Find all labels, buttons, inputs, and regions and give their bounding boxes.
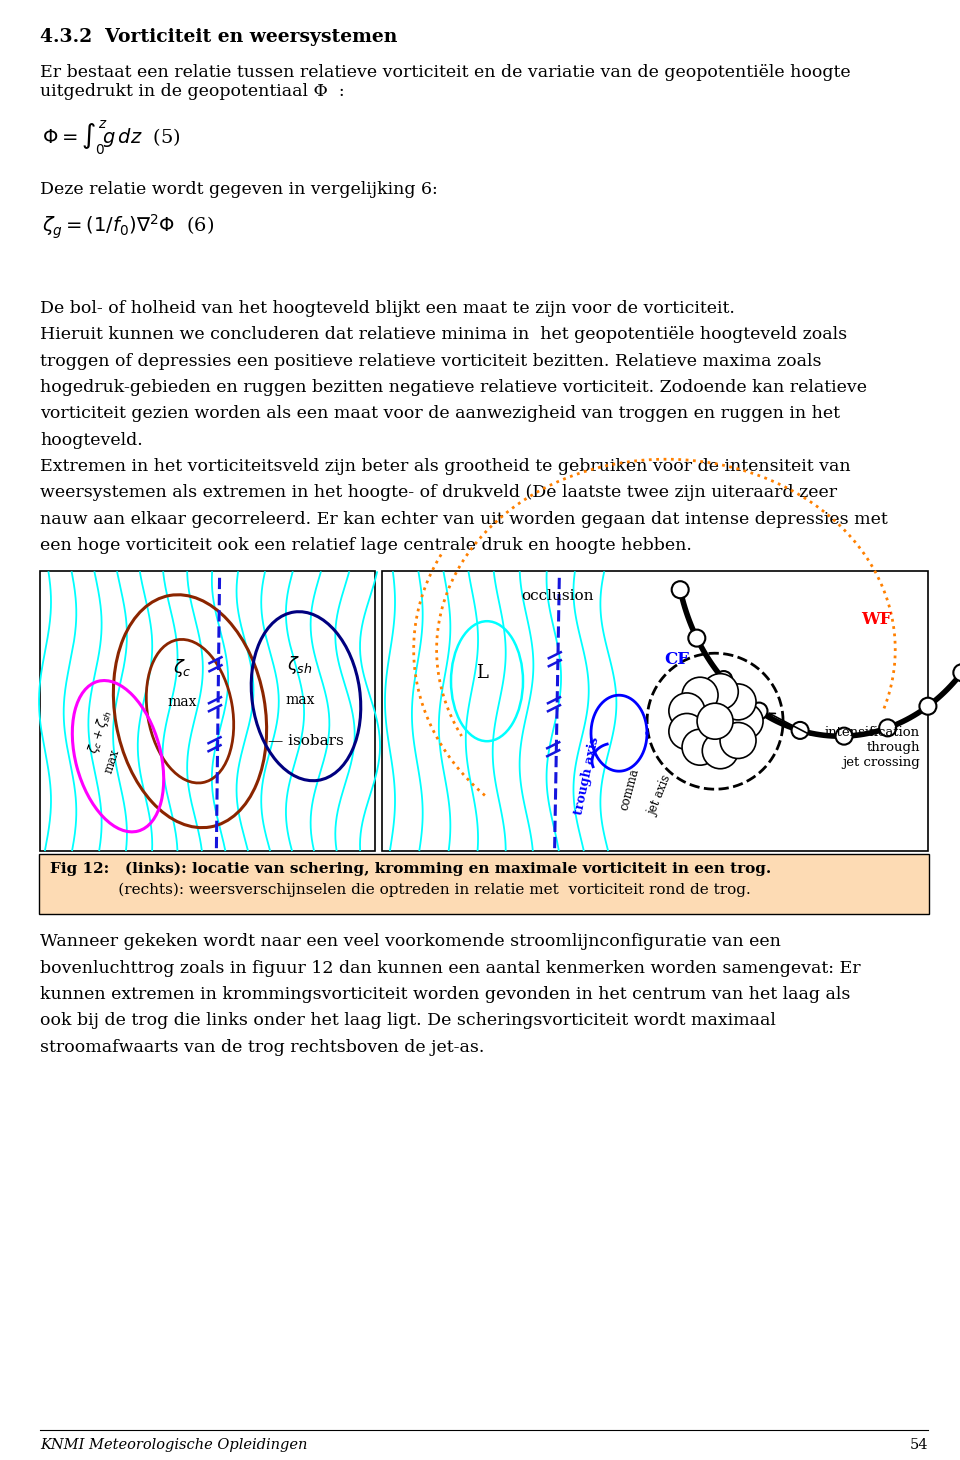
Circle shape xyxy=(727,704,763,739)
Text: $\zeta_c + \zeta_{sh}$: $\zeta_c + \zeta_{sh}$ xyxy=(84,707,115,755)
Circle shape xyxy=(792,721,808,739)
Circle shape xyxy=(703,673,738,710)
Text: een hoge vorticiteit ook een relatief lage centrale druk en hoogte hebben.: een hoge vorticiteit ook een relatief la… xyxy=(40,537,692,553)
Text: $\zeta_g = (1/ f_0)\nabla^2\Phi$  (6): $\zeta_g = (1/ f_0)\nabla^2\Phi$ (6) xyxy=(42,212,214,241)
Text: max: max xyxy=(167,695,197,710)
Text: Wanneer gekeken wordt naar een veel voorkomende stroomlijnconfiguratie van een: Wanneer gekeken wordt naar een veel voor… xyxy=(40,933,780,950)
Text: KNMI Meteorologische Opleidingen: KNMI Meteorologische Opleidingen xyxy=(40,1438,307,1453)
Circle shape xyxy=(720,683,756,720)
Text: De bol- of holheid van het hoogteveld blijkt een maat te zijn voor de vorticitei: De bol- of holheid van het hoogteveld bl… xyxy=(40,299,734,317)
Text: comma: comma xyxy=(618,766,642,812)
Text: kunnen extremen in krommingsvorticiteit worden gevonden in het centrum van het l: kunnen extremen in krommingsvorticiteit … xyxy=(40,986,851,1003)
Circle shape xyxy=(697,704,733,739)
Circle shape xyxy=(953,664,960,682)
Text: troggen of depressies een positieve relatieve vorticiteit bezitten. Relatieve ma: troggen of depressies een positieve rela… xyxy=(40,353,822,369)
Circle shape xyxy=(682,677,718,714)
Text: — isobars: — isobars xyxy=(268,734,344,748)
Text: ook bij de trog die links onder het laag ligt. De scheringsvorticiteit wordt max: ook bij de trog die links onder het laag… xyxy=(40,1012,776,1029)
Circle shape xyxy=(669,694,705,729)
Text: CF: CF xyxy=(664,651,689,669)
Bar xyxy=(40,571,375,851)
Text: stroomafwaarts van de trog rechtsboven de jet-as.: stroomafwaarts van de trog rechtsboven d… xyxy=(40,1038,485,1056)
Text: Deze relatie wordt gegeven in vergelijking 6:: Deze relatie wordt gegeven in vergelijki… xyxy=(40,181,438,199)
Text: hogedruk-gebieden en ruggen bezitten negatieve relatieve vorticiteit. Zodoende k: hogedruk-gebieden en ruggen bezitten neg… xyxy=(40,380,867,396)
Circle shape xyxy=(672,581,688,599)
Text: jet axis: jet axis xyxy=(646,774,674,818)
Text: intensification
through
jet crossing: intensification through jet crossing xyxy=(825,726,920,769)
Text: weersystemen als extremen in het hoogte- of drukveld (De laatste twee zijn uiter: weersystemen als extremen in het hoogte-… xyxy=(40,485,837,501)
Text: 4.3.2  Vorticiteit en weersystemen: 4.3.2 Vorticiteit en weersystemen xyxy=(40,28,397,47)
Circle shape xyxy=(720,723,756,759)
Text: $\zeta_c$: $\zeta_c$ xyxy=(173,657,191,679)
FancyBboxPatch shape xyxy=(39,854,929,914)
Text: bovenluchttrog zoals in figuur 12 dan kunnen een aantal kenmerken worden samenge: bovenluchttrog zoals in figuur 12 dan ku… xyxy=(40,959,860,977)
Text: Extremen in het vorticiteitsveld zijn beter als grootheid te gebruiken voor de i: Extremen in het vorticiteitsveld zijn be… xyxy=(40,458,851,474)
Text: occlusion: occlusion xyxy=(520,590,593,603)
Circle shape xyxy=(715,672,732,688)
Text: Er bestaat een relatie tussen relatieve vorticiteit en de variatie van de geopot: Er bestaat een relatie tussen relatieve … xyxy=(40,64,851,80)
Text: uitgedrukt in de geopotentiaal Φ  :: uitgedrukt in de geopotentiaal Φ : xyxy=(40,83,345,101)
Text: hoogteveld.: hoogteveld. xyxy=(40,432,143,448)
Circle shape xyxy=(835,727,852,745)
Text: $\Phi = \int_0^z\!g\,dz$  (5): $\Phi = \int_0^z\!g\,dz$ (5) xyxy=(42,118,180,156)
Text: vorticiteit gezien worden als een maat voor de aanwezigheid van troggen en rugge: vorticiteit gezien worden als een maat v… xyxy=(40,406,840,422)
Text: Fig 12:   (links): locatie van schering, kromming en maximale vorticiteit in een: Fig 12: (links): locatie van schering, k… xyxy=(50,861,771,876)
Text: trough axis: trough axis xyxy=(572,736,602,816)
Text: (rechts): weersverschijnselen die optreden in relatie met  vorticiteit rond de t: (rechts): weersverschijnselen die optred… xyxy=(50,882,751,896)
Text: L: L xyxy=(476,664,488,682)
Text: WF: WF xyxy=(861,612,891,628)
Circle shape xyxy=(879,720,897,736)
Circle shape xyxy=(920,698,936,715)
Bar xyxy=(382,571,928,851)
Circle shape xyxy=(751,702,767,720)
Text: 54: 54 xyxy=(909,1438,928,1453)
Circle shape xyxy=(688,629,706,647)
Circle shape xyxy=(682,729,718,765)
Text: max: max xyxy=(285,694,315,707)
Circle shape xyxy=(669,714,705,749)
Text: nauw aan elkaar gecorreleerd. Er kan echter van uit worden gegaan dat intense de: nauw aan elkaar gecorreleerd. Er kan ech… xyxy=(40,511,888,527)
Circle shape xyxy=(703,733,738,769)
Text: $\zeta_{sh}$: $\zeta_{sh}$ xyxy=(287,654,313,676)
Text: Hieruit kunnen we concluderen dat relatieve minima in  het geopotentiële hoogtev: Hieruit kunnen we concluderen dat relati… xyxy=(40,326,847,343)
Text: max: max xyxy=(102,748,122,775)
